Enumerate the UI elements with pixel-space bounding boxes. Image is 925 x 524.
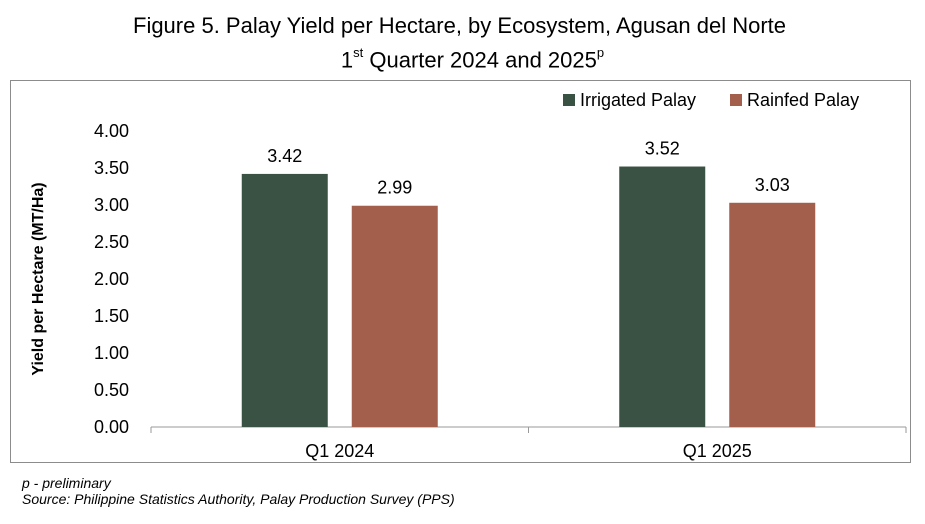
data-label: 2.99 [377, 178, 412, 198]
data-label: 3.42 [267, 146, 302, 166]
y-tick-label: 1.50 [94, 306, 129, 326]
data-label: 3.03 [755, 175, 790, 195]
source-note: Source: Philippine Statistics Authority,… [22, 491, 455, 507]
subtitle-ordinal: 1 [340, 47, 354, 73]
data-label: 3.52 [645, 139, 680, 159]
subtitle-text: Quarter 2024 and 2025 [363, 47, 597, 73]
chart-title: Figure 5. Palay Yield per Hectare, by Ec… [133, 13, 786, 38]
y-tick-label: 2.00 [94, 269, 129, 289]
legend-label: Irrigated Palay [580, 90, 696, 110]
bar-chart: Yield per Hectare (MT/Ha) 0.00 0.50 1.00 1.5… [30, 90, 907, 461]
y-tick-label: 4.00 [94, 121, 129, 141]
preliminary-note: p - preliminary [22, 475, 111, 491]
subtitle-preliminary-mark: p [596, 45, 605, 60]
y-tick-label: 2.50 [94, 232, 129, 252]
x-tick-label: Q1 2025 [683, 441, 752, 461]
legend-swatch [730, 94, 742, 106]
y-tick-label: 0.00 [94, 417, 129, 437]
bar [619, 166, 706, 427]
bar [241, 173, 328, 427]
bar [351, 205, 438, 427]
subtitle-ordinal-suffix: st [353, 45, 364, 60]
y-tick-label: 3.00 [94, 195, 129, 215]
legend-swatch [563, 94, 575, 106]
bar [729, 202, 816, 427]
y-axis-label: Yield per Hectare (MT/Ha) [30, 182, 47, 375]
chart-subtitle: 1st Quarter 2024 and 2025p [10, 42, 925, 73]
chart-area: Yield per Hectare (MT/Ha) 0.00 0.50 1.00 1.5… [10, 80, 911, 463]
y-tick-label: 3.50 [94, 158, 129, 178]
y-tick-label: 1.00 [94, 343, 129, 363]
y-tick-label: 0.50 [94, 380, 129, 400]
x-tick-label: Q1 2024 [305, 441, 374, 461]
legend-label: Rainfed Palay [747, 90, 859, 110]
